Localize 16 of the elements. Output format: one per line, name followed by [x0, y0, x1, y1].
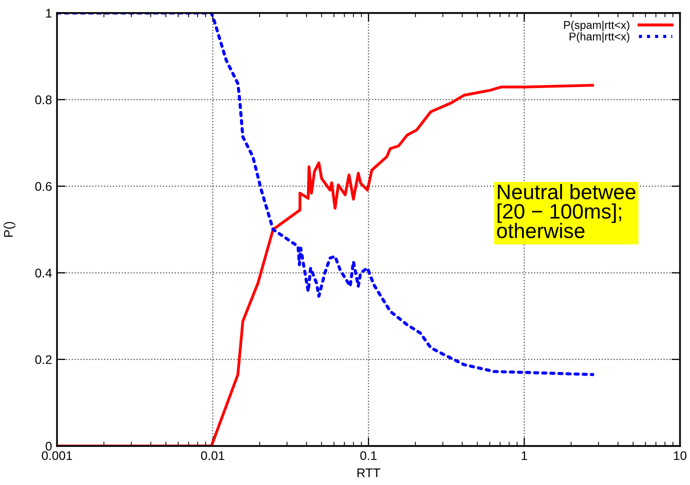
- y-tick-label: 1: [46, 8, 52, 18]
- x-axis-title: RTT: [357, 468, 380, 478]
- x-tick-label: 10: [674, 451, 686, 460]
- x-tick-label: 0.01: [201, 451, 224, 460]
- y-tick-label: 0.4: [35, 268, 52, 278]
- legend-label: P(spam|rtt<x): [564, 20, 630, 32]
- x-tick-label: 1: [522, 451, 528, 460]
- y-tick-label: 0.8: [35, 95, 52, 104]
- y-tick-label: 0.2: [35, 355, 52, 364]
- y-tick-label: 0.6: [35, 182, 52, 191]
- y-tick-label: 0: [46, 442, 52, 451]
- x-tick-label: 0.1: [360, 451, 377, 460]
- annotation: Neutral betwee [20 − 100ms]; otherwise: [497, 184, 636, 238]
- y-axis-title: P(): [4, 222, 16, 237]
- legend-label: P(ham|rtt<x): [570, 32, 630, 43]
- x-tick-label: 0.001: [42, 451, 72, 460]
